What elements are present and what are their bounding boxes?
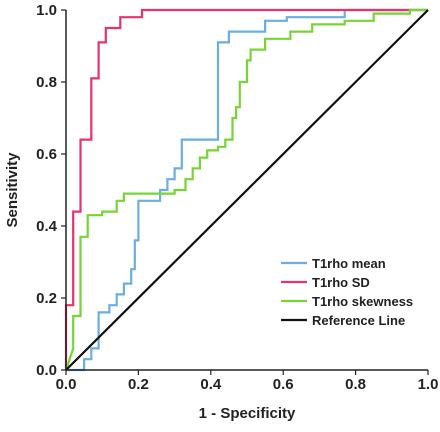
x-tick-label: 0.2 — [128, 376, 149, 393]
series-line-t1rho-mean — [66, 8, 428, 372]
y-tick-label: 0.0 — [36, 362, 57, 379]
x-tick-label: 0.8 — [345, 376, 366, 393]
x-axis-title: 1 - Specificity — [199, 405, 296, 422]
series-line-reference-line — [65, 9, 429, 371]
axes-layer: 0.0 0.2 0.4 0.6 0.8 1.0 0.0 0.2 0.4 0.6 0.8 1.0 — [36, 2, 438, 393]
legend-label: T1rho skewness — [312, 294, 413, 309]
x-tick-label: 0.0 — [56, 376, 77, 393]
x-tick-label: 1.0 — [418, 376, 439, 393]
y-tick-label: 0.8 — [36, 74, 57, 91]
legend-label: Reference Line — [312, 313, 405, 328]
series-line-t1rho-sd — [64, 8, 428, 370]
y-tick-label: 1.0 — [36, 2, 57, 19]
y-tick-label: 0.6 — [36, 146, 57, 163]
series-layer — [64, 8, 429, 372]
legend-label: T1rho mean — [312, 256, 386, 271]
x-tick-label: 0.6 — [273, 376, 294, 393]
series-line-t1rho-skewness — [64, 8, 428, 371]
y-axis-title: Sensitivity — [4, 152, 21, 228]
y-tick-label: 0.4 — [36, 218, 58, 235]
x-tick-label: 0.4 — [200, 376, 222, 393]
legend-label: T1rho SD — [312, 275, 370, 290]
legend: T1rho mean T1rho SD T1rho skewness Referenc… — [281, 256, 413, 328]
y-tick-label: 0.2 — [36, 290, 57, 307]
